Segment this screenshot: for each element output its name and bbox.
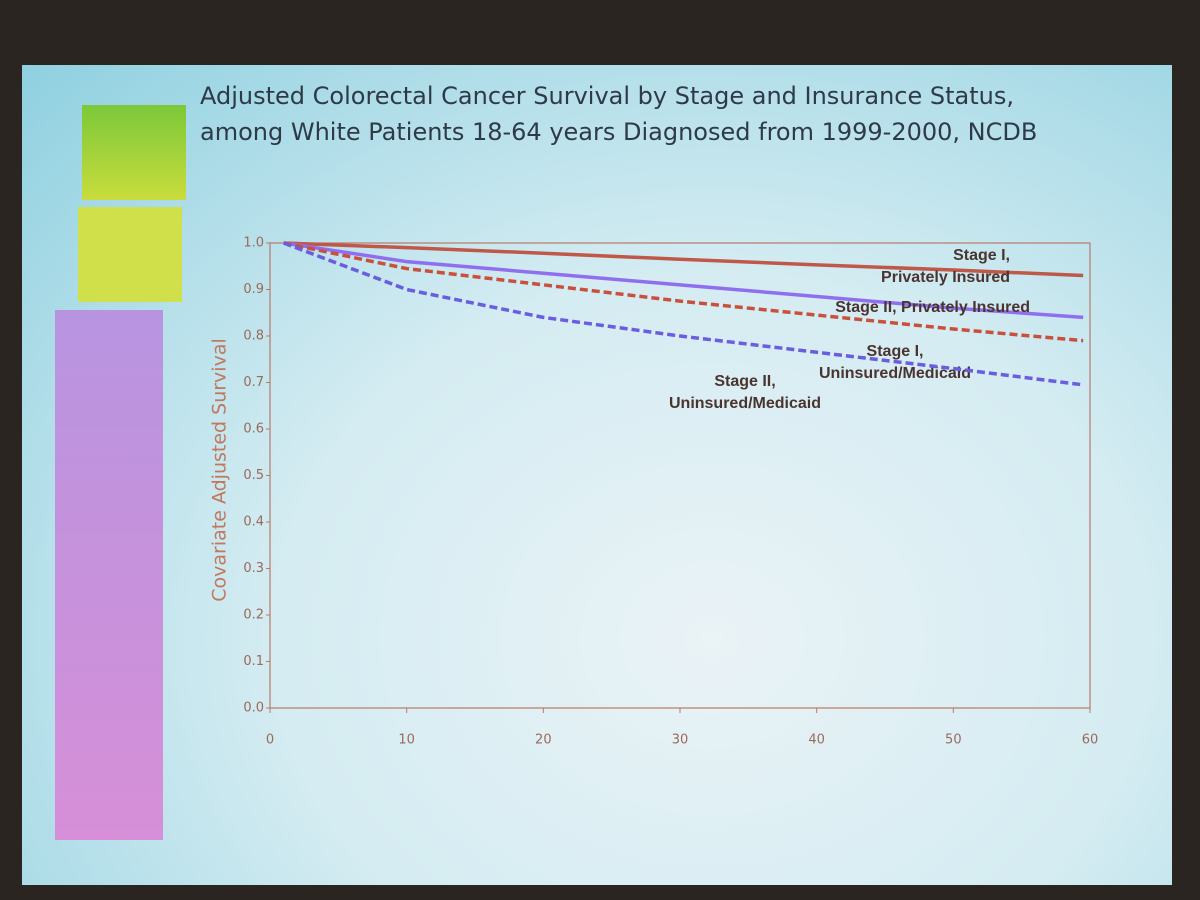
y-tick-label: 0.7 <box>243 375 264 390</box>
x-tick-label: 50 <box>945 733 962 748</box>
series-label: Stage I, Uninsured/Medicaid <box>819 343 971 382</box>
x-tick-label: 0 <box>266 733 274 748</box>
x-tick-label: 10 <box>398 733 415 748</box>
series-label: Stage II, Uninsured/Medicaid <box>669 373 821 412</box>
y-axis-label: Covariate Adjusted Survival <box>209 338 231 601</box>
series-label: Stage I, Privately Insured <box>881 247 1010 286</box>
x-tick-label: 40 <box>808 733 825 748</box>
y-tick-label: 0.6 <box>243 422 264 437</box>
series-line <box>283 241 1084 320</box>
y-tick-label: 0.2 <box>243 608 264 623</box>
y-tick-label: 0.0 <box>243 701 264 716</box>
x-tick-label: 20 <box>535 733 552 748</box>
y-tick-label: 0.5 <box>243 468 264 483</box>
y-tick-label: 0.3 <box>243 561 264 576</box>
series-line <box>283 241 1084 278</box>
y-tick-label: 1.0 <box>243 236 264 251</box>
slide <box>22 65 1172 885</box>
y-tick-label: 0.9 <box>243 282 264 297</box>
side-block <box>78 207 182 302</box>
y-tick-label: 0.8 <box>243 329 264 344</box>
side-block <box>82 105 186 200</box>
side-block <box>55 310 163 840</box>
series-line <box>283 241 1084 387</box>
series-line <box>283 241 1084 343</box>
x-tick-label: 30 <box>672 733 689 748</box>
x-tick-label: 60 <box>1082 733 1099 748</box>
y-tick-label: 0.4 <box>243 515 264 530</box>
series-label: Stage II, Privately Insured <box>835 299 1030 316</box>
chart-title: Adjusted Colorectal Cancer Survival by S… <box>200 82 1038 146</box>
y-tick-label: 0.1 <box>243 654 264 669</box>
